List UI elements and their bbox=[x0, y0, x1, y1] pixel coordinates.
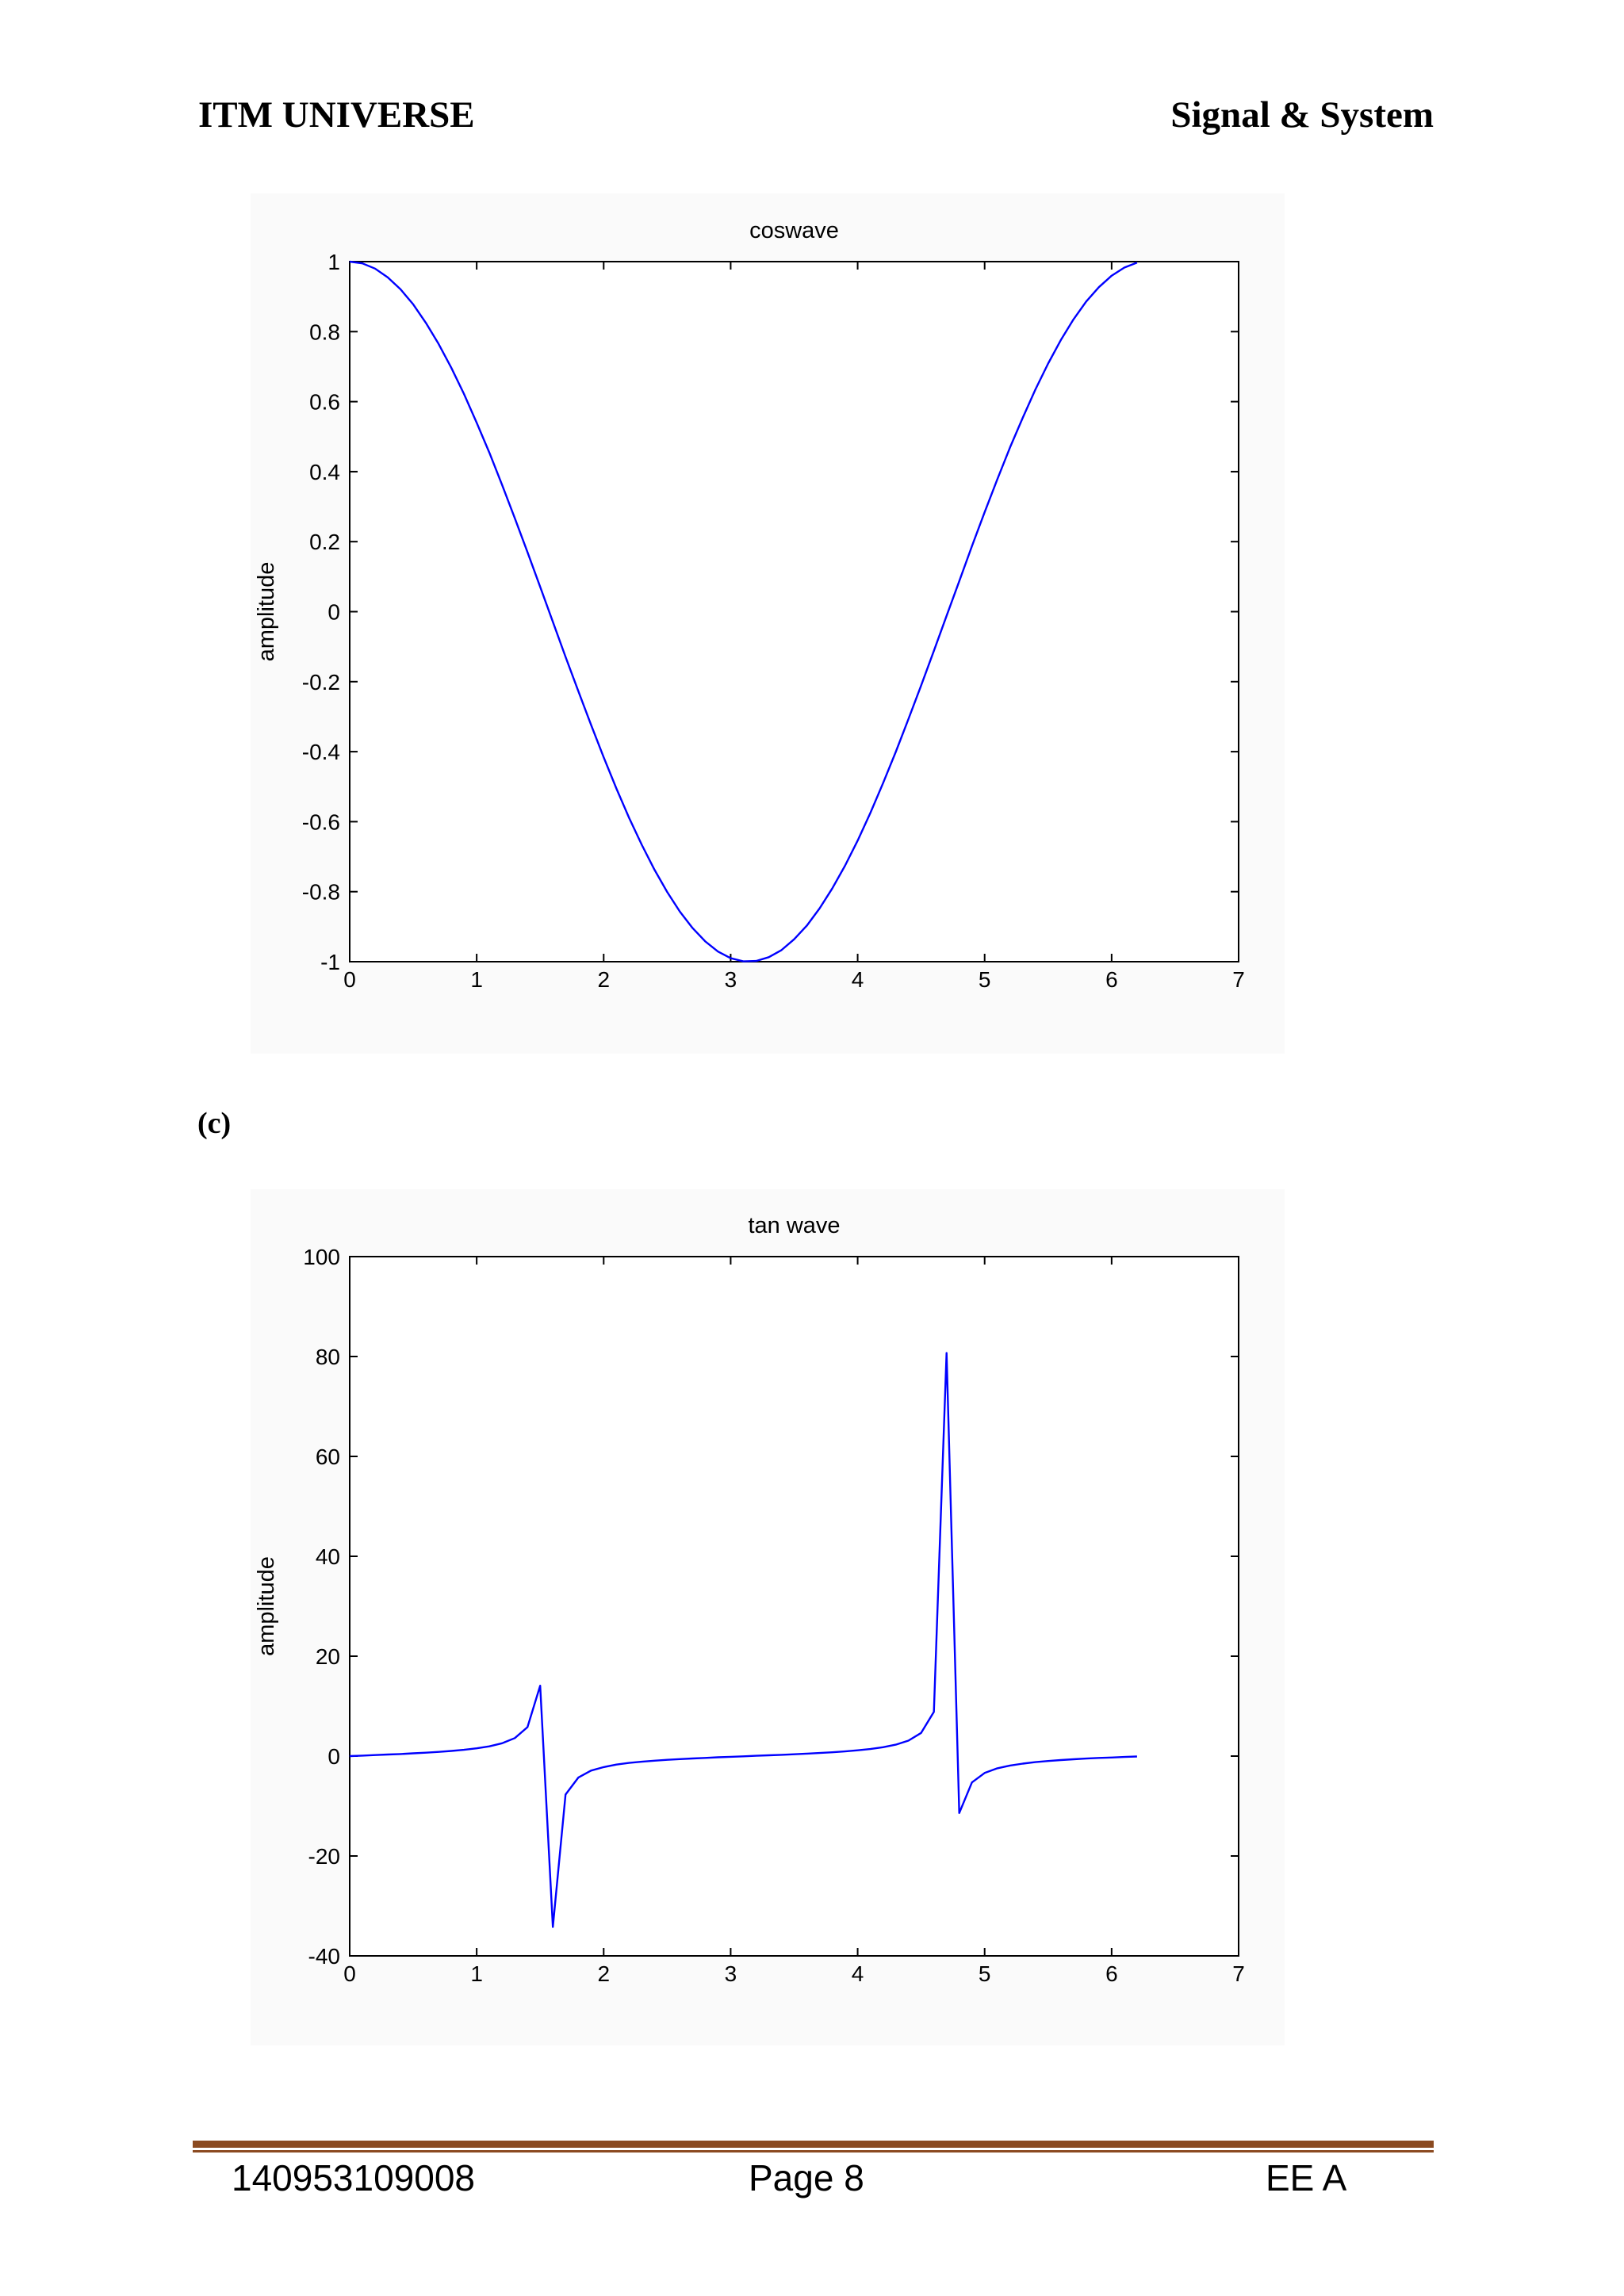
y-tick-label: 0.4 bbox=[309, 460, 340, 484]
y-tick-label: -0.6 bbox=[302, 809, 340, 834]
footer-rule-thin bbox=[193, 2150, 1434, 2152]
y-tick-label: 80 bbox=[316, 1345, 340, 1369]
x-tick-label: 4 bbox=[852, 1961, 864, 1986]
header-subject-title: Signal & System bbox=[1170, 94, 1434, 136]
y-tick-label: 0.6 bbox=[309, 390, 340, 415]
x-tick-label: 6 bbox=[1105, 1961, 1118, 1986]
footer-class: EE A bbox=[1266, 2157, 1347, 2198]
y-tick-label: -0.2 bbox=[302, 670, 340, 695]
chart-title: coswave bbox=[749, 218, 839, 243]
footer-page-number: Page 8 bbox=[749, 2157, 864, 2198]
x-tick-label: 0 bbox=[343, 1961, 356, 1986]
y-tick-label: 0.8 bbox=[309, 320, 340, 344]
y-tick-label: 20 bbox=[316, 1644, 340, 1669]
x-tick-label: 7 bbox=[1232, 967, 1245, 992]
x-tick-label: 6 bbox=[1105, 967, 1118, 992]
y-tick-label: -0.4 bbox=[302, 740, 340, 764]
y-tick-label: -20 bbox=[308, 1844, 340, 1869]
y-tick-label: 0.2 bbox=[309, 530, 340, 554]
footer-rule-thick bbox=[193, 2141, 1434, 2148]
y-tick-label: 1 bbox=[327, 250, 340, 274]
part-label: (c) bbox=[197, 1107, 232, 1140]
x-tick-label: 5 bbox=[979, 1961, 991, 1986]
x-tick-label: 3 bbox=[725, 967, 737, 992]
tan-wave-chart: 0 1 2 3 4 5 6 7 -40 -20 0 20 40 60 80 100 tan wave amplit… bbox=[0, 1142, 1624, 2077]
series-line bbox=[349, 1352, 1137, 1928]
y-tick-label: 0 bbox=[327, 600, 340, 625]
x-tick-label: 2 bbox=[597, 1961, 610, 1986]
y-tick-label: -0.8 bbox=[302, 880, 340, 905]
x-tick-label: 1 bbox=[470, 967, 483, 992]
y-tick-label: 40 bbox=[316, 1544, 340, 1569]
y-tick-label: -1 bbox=[320, 950, 340, 974]
x-tick-label: 5 bbox=[979, 967, 991, 992]
axes-box bbox=[349, 1256, 1239, 1957]
chart-cos-svg: 0 1 2 3 4 5 6 7 -1 -0.8 -0.6 -0.4 -0.2 0 0.2 0.4 0.6 0.8 1… bbox=[254, 218, 1245, 992]
footer-enrollment-number: 140953109008 bbox=[232, 2157, 475, 2198]
x-tick-label: 2 bbox=[597, 967, 610, 992]
y-tick-label: 60 bbox=[316, 1445, 340, 1469]
y-tick-label: -40 bbox=[308, 1944, 340, 1969]
x-tick-label: 4 bbox=[852, 967, 864, 992]
x-tick-label: 3 bbox=[725, 1961, 737, 1986]
chart-title: tan wave bbox=[748, 1213, 840, 1238]
x-tick-label: 0 bbox=[343, 967, 356, 992]
chart-tan-svg: 0 1 2 3 4 5 6 7 -40 -20 0 20 40 60 80 100 tan wave amplit… bbox=[254, 1213, 1245, 1986]
coswave-chart: 0 1 2 3 4 5 6 7 -1 -0.8 -0.6 -0.4 -0.2 0 0.2 0.4 0.6 0.8 1… bbox=[0, 0, 1624, 1078]
x-tick-label: 7 bbox=[1232, 1961, 1245, 1986]
y-tick-label: 0 bbox=[327, 1744, 340, 1769]
y-tick-label: 100 bbox=[303, 1245, 340, 1269]
x-tick-label: 1 bbox=[470, 1961, 483, 1986]
header-course-title: ITM UNIVERSE bbox=[198, 94, 475, 136]
y-axis-label: amplitude bbox=[254, 1556, 279, 1656]
series-line bbox=[349, 260, 1138, 962]
axes-box bbox=[349, 261, 1239, 962]
y-axis-label: amplitude bbox=[254, 562, 279, 662]
